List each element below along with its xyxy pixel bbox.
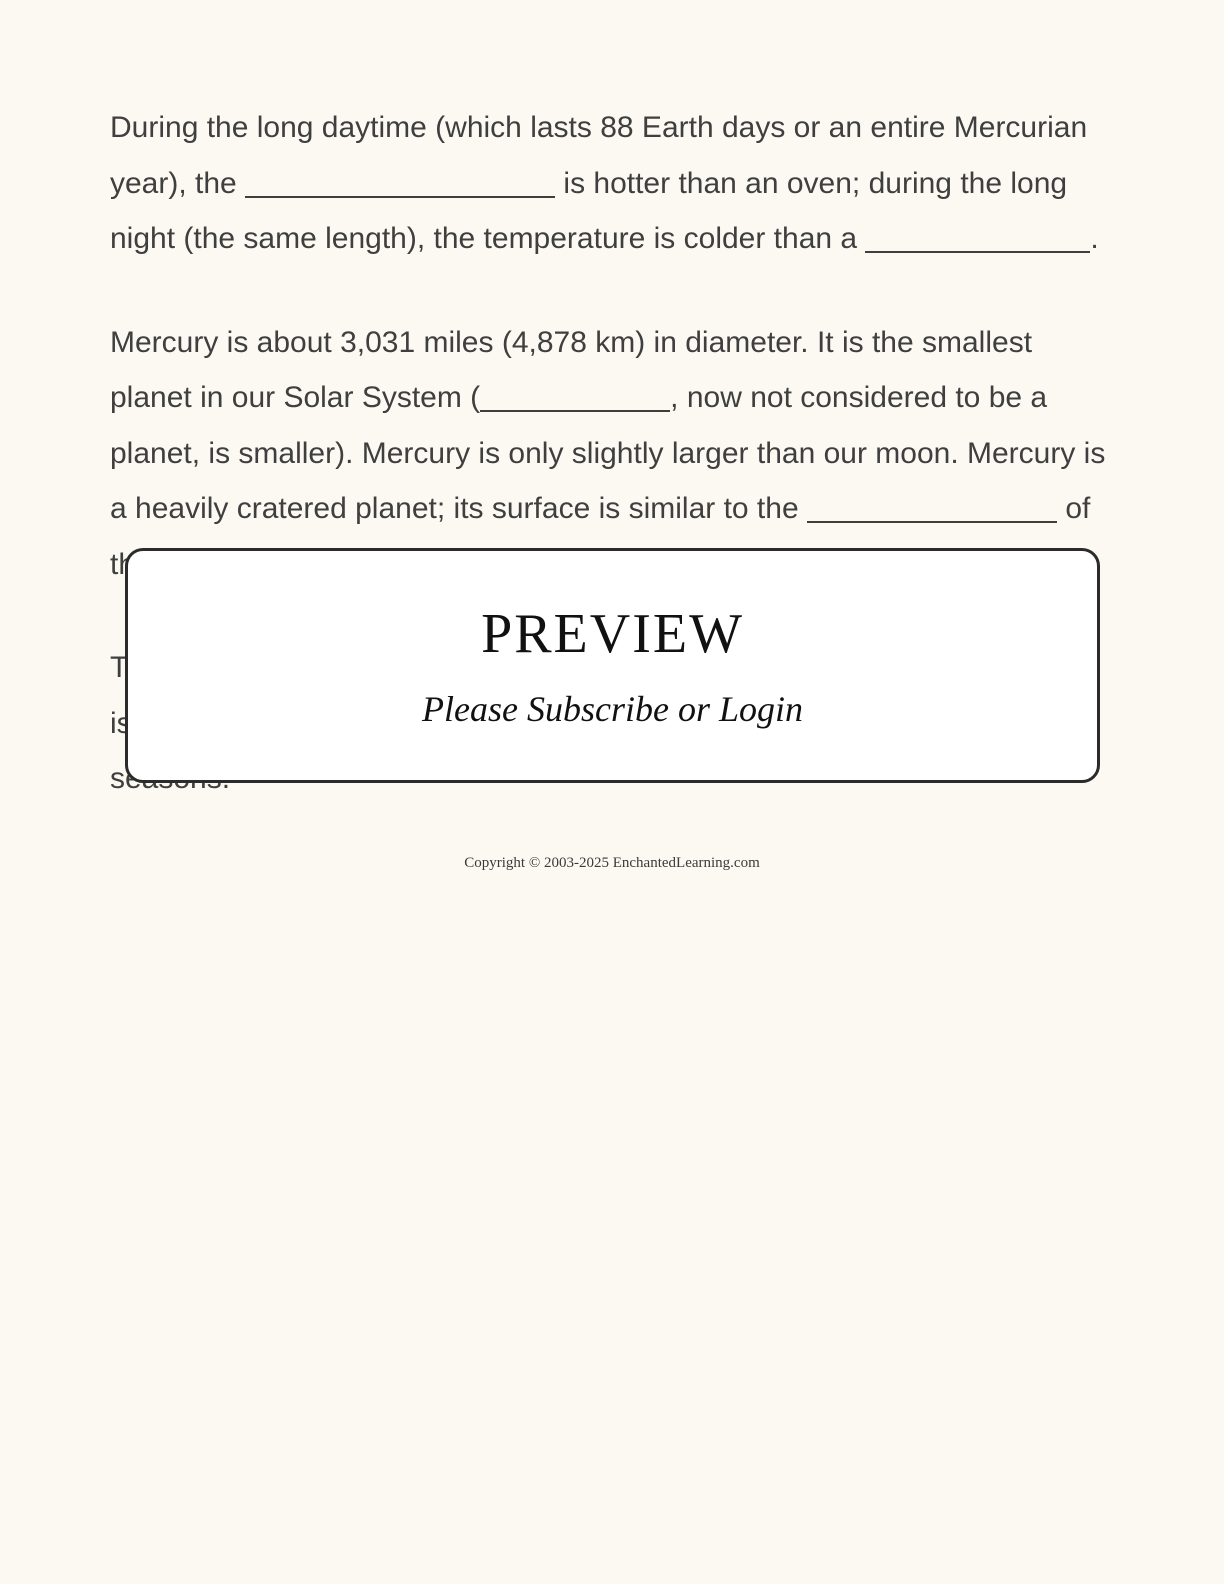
p2-blank-2[interactable] (807, 490, 1057, 524)
p2-blank-1[interactable] (480, 379, 670, 413)
copyright-text: Copyright © 2003-2025 EnchantedLearning.… (110, 855, 1114, 872)
p1-blank-2[interactable] (865, 220, 1090, 254)
overlay-title: PREVIEW (481, 602, 744, 666)
overlay-subtitle[interactable]: Please Subscribe or Login (422, 688, 803, 730)
worksheet-page: During the long daytime (which lasts 88 … (0, 0, 1224, 1584)
paragraph-1: During the long daytime (which lasts 88 … (110, 100, 1114, 267)
preview-overlay: PREVIEW Please Subscribe or Login (125, 548, 1100, 783)
p1-blank-1[interactable] (245, 164, 555, 198)
p1-text-3: . (1090, 222, 1098, 255)
